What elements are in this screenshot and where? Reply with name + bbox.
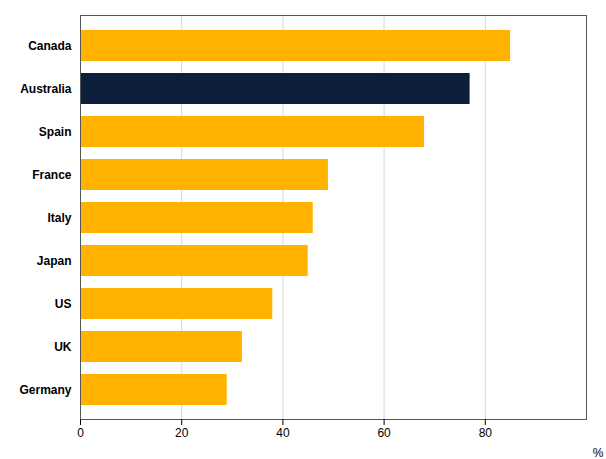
svg-text:Canada: Canada [28,39,72,53]
svg-text:0: 0 [77,426,84,440]
svg-text:Australia: Australia [20,82,72,96]
svg-text:UK: UK [54,340,72,354]
svg-text:Japan: Japan [37,254,72,268]
svg-text:France: France [32,168,72,182]
svg-text:80: 80 [479,426,493,440]
svg-text:Italy: Italy [47,211,71,225]
svg-text:US: US [55,297,72,311]
svg-text:40: 40 [276,426,290,440]
svg-text:60: 60 [377,426,391,440]
svg-text:%: % [593,446,604,459]
svg-text:20: 20 [175,426,189,440]
svg-text:Germany: Germany [19,383,71,397]
svg-text:Spain: Spain [39,125,72,139]
